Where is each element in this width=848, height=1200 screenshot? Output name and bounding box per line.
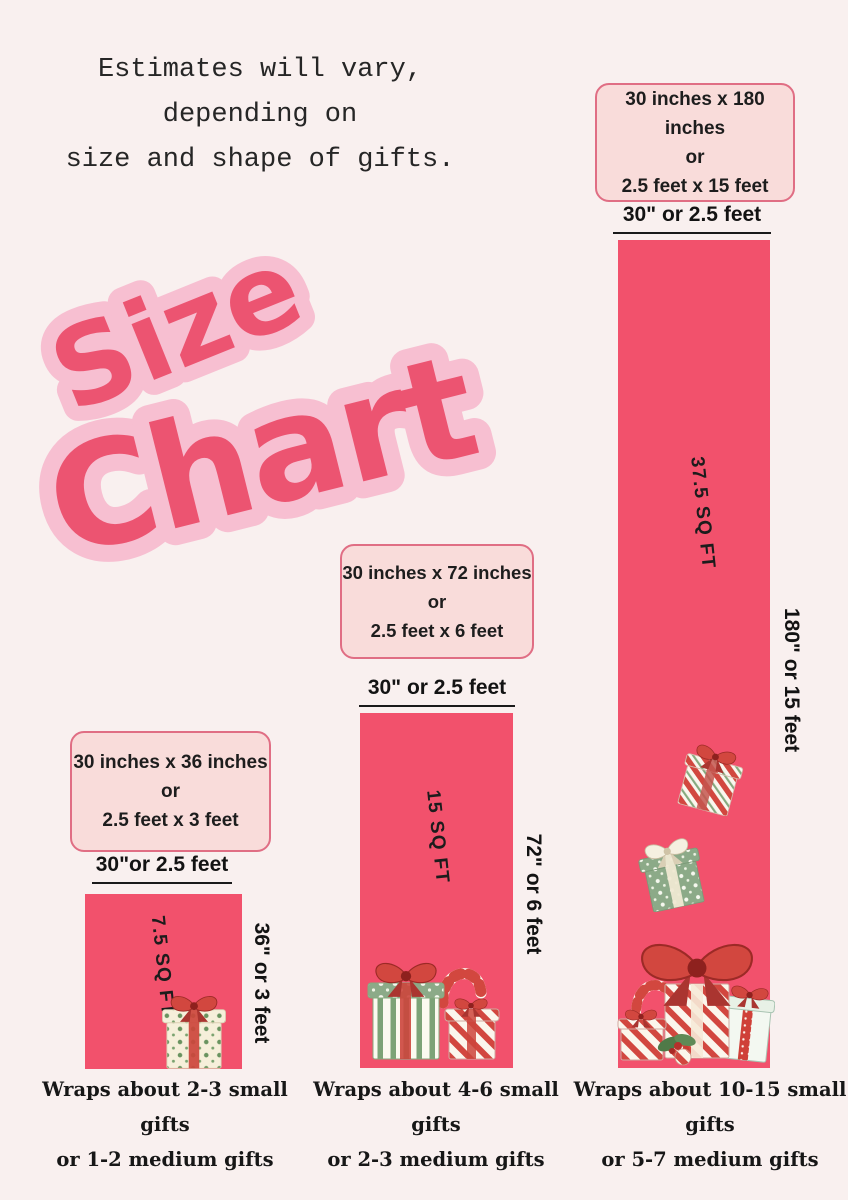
gift-box <box>677 743 744 816</box>
height-label-medium: 72" or 6 feet <box>522 833 545 955</box>
width-label-large: 30" or 2.5 feet <box>613 203 771 234</box>
dimensions-line1: 30 inches x 180 inches <box>625 88 765 139</box>
gift-illustration-dotted-box <box>162 996 226 1069</box>
gift-ribbon <box>467 1009 476 1059</box>
wrapping-paper-small: 7.5 SQ FT <box>85 894 242 1069</box>
dimensions-or: or <box>427 591 447 612</box>
dimensions-line2: 2.5 feet x 6 feet <box>370 620 504 641</box>
gift-illustration-tilted-striped <box>677 743 744 816</box>
area-label-medium: 15 SQ FT <box>421 789 453 886</box>
logo-letters: Size Chart <box>32 223 490 589</box>
wrapping-paper-large: 37.5 SQ FT <box>617 240 775 1068</box>
height-label-large: 180" or 15 feet <box>780 607 803 753</box>
dimensions-line2: 2.5 feet x 3 feet <box>102 810 239 831</box>
gift-box-small <box>617 1009 667 1061</box>
dimensions-line2: 2.5 feet x 15 feet <box>621 175 769 197</box>
gift-illustration-cluster-large <box>617 943 775 1066</box>
holly-and-candy <box>657 1033 696 1066</box>
caption-line1: Wraps about 10-15 small gifts <box>573 1078 847 1136</box>
caption-line1: Wraps about 4-6 small gifts <box>313 1078 559 1136</box>
gift-ribbon <box>400 983 411 1059</box>
size-chart-logo: Size Chart Size Chart <box>15 208 507 593</box>
dimensions-line1: 30 inches x 72 inches <box>342 562 532 583</box>
gift-box <box>638 837 705 912</box>
caption-line1: Wraps about 2-3 small gifts <box>42 1078 288 1136</box>
dimensions-or: or <box>161 781 180 802</box>
caption-line2: or 5-7 medium gifts <box>601 1148 819 1171</box>
gift-box-striped <box>367 962 445 1060</box>
gift-ribbon <box>737 1005 754 1061</box>
gift-illustration-cluster-medium <box>367 962 500 1060</box>
caption-large: Wraps about 10-15 small gifts or 5-7 med… <box>566 1072 848 1177</box>
caption-line2: or 2-3 medium gifts <box>327 1148 545 1171</box>
dimensions-box-medium: 30 inches x 72 inches or 2.5 feet x 6 fe… <box>340 544 534 659</box>
width-label-medium: 30" or 2.5 feet <box>359 676 515 707</box>
gift-ribbon <box>696 759 719 811</box>
gift-ribbon <box>188 1009 200 1069</box>
width-label-small: 30"or 2.5 feet <box>92 853 232 884</box>
candy-cane <box>437 968 487 1009</box>
caption-medium: Wraps about 4-6 small gifts or 2-3 mediu… <box>292 1072 580 1177</box>
gift-box-small-striped <box>444 998 500 1060</box>
dimensions-box-large: 30 inches x 180 inches or 2.5 feet x 15 … <box>595 83 795 202</box>
disclaimer-line2: size and shape of gifts. <box>65 145 455 175</box>
wrapping-paper-medium: 15 SQ FT <box>360 713 513 1068</box>
gift-illustration-tilted-dotted <box>638 837 705 912</box>
disclaimer-text: Estimates will vary, depending on size a… <box>18 48 502 183</box>
dimensions-box-small: 30 inches x 36 inches or 2.5 feet x 3 fe… <box>70 731 271 852</box>
gift-ribbon <box>691 984 703 1058</box>
disclaimer-line1: Estimates will vary, depending on <box>97 55 423 130</box>
gift-box-mint <box>717 985 775 1063</box>
area-label-large: 37.5 SQ FT <box>685 455 719 571</box>
dimensions-line1: 30 inches x 36 inches <box>73 752 268 773</box>
caption-small: Wraps about 2-3 small gifts or 1-2 mediu… <box>21 1072 309 1177</box>
dimensions-or: or <box>685 146 705 168</box>
height-label-small: 36" or 3 feet <box>250 922 273 1044</box>
gift-box <box>162 996 226 1069</box>
gift-ribbon <box>662 852 685 908</box>
caption-line2: or 1-2 medium gifts <box>56 1148 274 1171</box>
